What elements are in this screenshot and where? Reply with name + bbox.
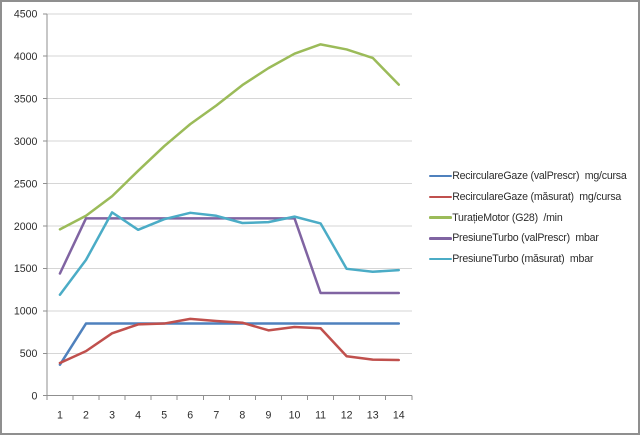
y-axis-label: 3500 — [14, 93, 38, 105]
x-axis-label: 10 — [289, 410, 301, 422]
x-axis-label: 14 — [393, 410, 405, 422]
x-axis-label: 8 — [239, 410, 245, 422]
x-axis-label: 2 — [83, 410, 89, 422]
legend-item-2: TurațieMotor (G28) /min — [428, 207, 627, 228]
legend-swatch-3 — [428, 236, 452, 240]
series-line-2 — [58, 43, 401, 231]
y-axis-label: 0 — [31, 391, 37, 403]
x-axis-label: 3 — [109, 410, 115, 422]
x-axis-label: 5 — [161, 410, 167, 422]
y-axis-label: 500 — [20, 348, 38, 360]
legend-item-0: RecirculareGaze (valPrescr) mg/cursa — [428, 166, 627, 187]
y-axis-label: 2500 — [14, 178, 38, 190]
legend-label-1: RecirculareGaze (măsurat) mg/cursa — [452, 190, 622, 203]
y-axis-label: 4500 — [14, 9, 38, 21]
y-axis-label: 2000 — [14, 221, 38, 233]
x-axis-label: 9 — [265, 410, 271, 422]
legend-label-2: TurațieMotor (G28) /min — [452, 211, 563, 224]
legend-swatch-0 — [428, 174, 452, 178]
legend-item-1: RecirculareGaze (măsurat) mg/cursa — [428, 186, 627, 207]
legend-swatch-1 — [428, 195, 452, 199]
x-axis-label: 1 — [57, 410, 63, 422]
y-axis-label: 4000 — [14, 51, 38, 63]
legend-item-3: PresiuneTurbo (valPrescr) mbar — [428, 228, 627, 249]
y-axis-label: 1500 — [14, 263, 38, 275]
y-axis-label: 1000 — [14, 306, 38, 318]
legend-label-0: RecirculareGaze (valPrescr) mg/cursa — [452, 170, 627, 183]
x-axis-label: 12 — [341, 410, 353, 422]
x-axis-label: 4 — [135, 410, 141, 422]
legend-item-4: PresiuneTurbo (măsurat) mbar — [428, 249, 627, 270]
legend: RecirculareGaze (valPrescr) mg/cursa Reci… — [428, 166, 627, 270]
series-line-3 — [58, 217, 401, 295]
y-axis-label: 3000 — [14, 136, 38, 148]
legend-swatch-2 — [428, 216, 452, 219]
series-line-1 — [58, 317, 401, 365]
legend-swatch-4 — [428, 257, 452, 261]
legend-label-4: PresiuneTurbo (măsurat) mbar — [452, 252, 594, 265]
series-line-4 — [58, 211, 401, 296]
legend-label-3: PresiuneTurbo (valPrescr) mbar — [452, 232, 599, 245]
series-line-0 — [58, 322, 401, 366]
x-axis-label: 11 — [315, 410, 326, 422]
x-axis-label: 13 — [367, 410, 379, 422]
x-axis-label: 6 — [187, 410, 193, 422]
x-axis-label: 7 — [213, 410, 219, 422]
